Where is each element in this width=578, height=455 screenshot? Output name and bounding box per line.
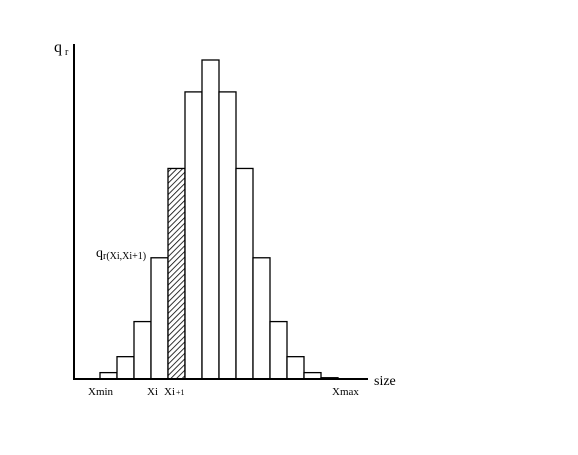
y-axis-label-main: q xyxy=(54,39,62,56)
x-axis-label: size xyxy=(374,374,396,389)
tick-label-4: Xmax xyxy=(332,386,359,398)
tick-labels-group: Xmin Xi Xi+1 Xmax xyxy=(88,386,359,398)
bar-12 xyxy=(286,356,305,380)
bar-6 xyxy=(184,91,203,380)
bars-group xyxy=(99,59,339,380)
bar-highlighted xyxy=(167,167,186,380)
bar-11 xyxy=(269,320,288,380)
bar-4 xyxy=(150,257,169,380)
bar-10 xyxy=(252,257,271,380)
tick-label-1: Xmin xyxy=(88,386,114,398)
bar-7 xyxy=(201,59,220,380)
bar-2 xyxy=(116,356,135,380)
bar-9 xyxy=(235,167,254,380)
highlight-label-sub: r(Xi,Xi+1) xyxy=(103,251,146,262)
tick-label-2: Xi xyxy=(147,386,158,398)
highlight-label-main: q xyxy=(96,246,103,261)
bar-3 xyxy=(133,320,152,380)
y-axis-label-sub: r xyxy=(65,47,69,58)
highlight-bar-label: qr(Xi,Xi+1) xyxy=(96,246,146,262)
bar-8 xyxy=(218,91,237,380)
tick-label-3: Xi+1 xyxy=(164,386,185,398)
